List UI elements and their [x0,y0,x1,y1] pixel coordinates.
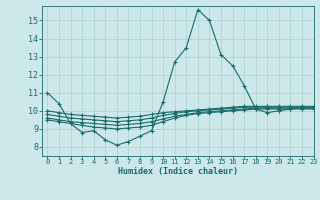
X-axis label: Humidex (Indice chaleur): Humidex (Indice chaleur) [118,167,237,176]
